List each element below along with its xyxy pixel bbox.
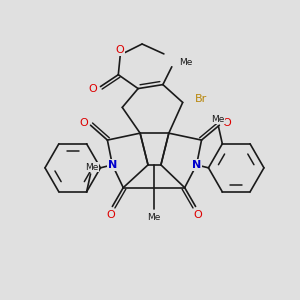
Text: Br: Br [194, 94, 207, 104]
Text: N: N [192, 160, 201, 170]
Text: N: N [108, 160, 117, 170]
Text: O: O [79, 118, 88, 128]
Text: Me: Me [179, 58, 192, 67]
Text: Me: Me [147, 213, 161, 222]
Text: O: O [106, 210, 115, 220]
Text: Me: Me [85, 163, 98, 172]
Text: Me: Me [211, 115, 224, 124]
Text: O: O [88, 84, 97, 94]
Text: O: O [222, 118, 231, 128]
Text: O: O [115, 45, 124, 55]
Text: O: O [193, 210, 202, 220]
